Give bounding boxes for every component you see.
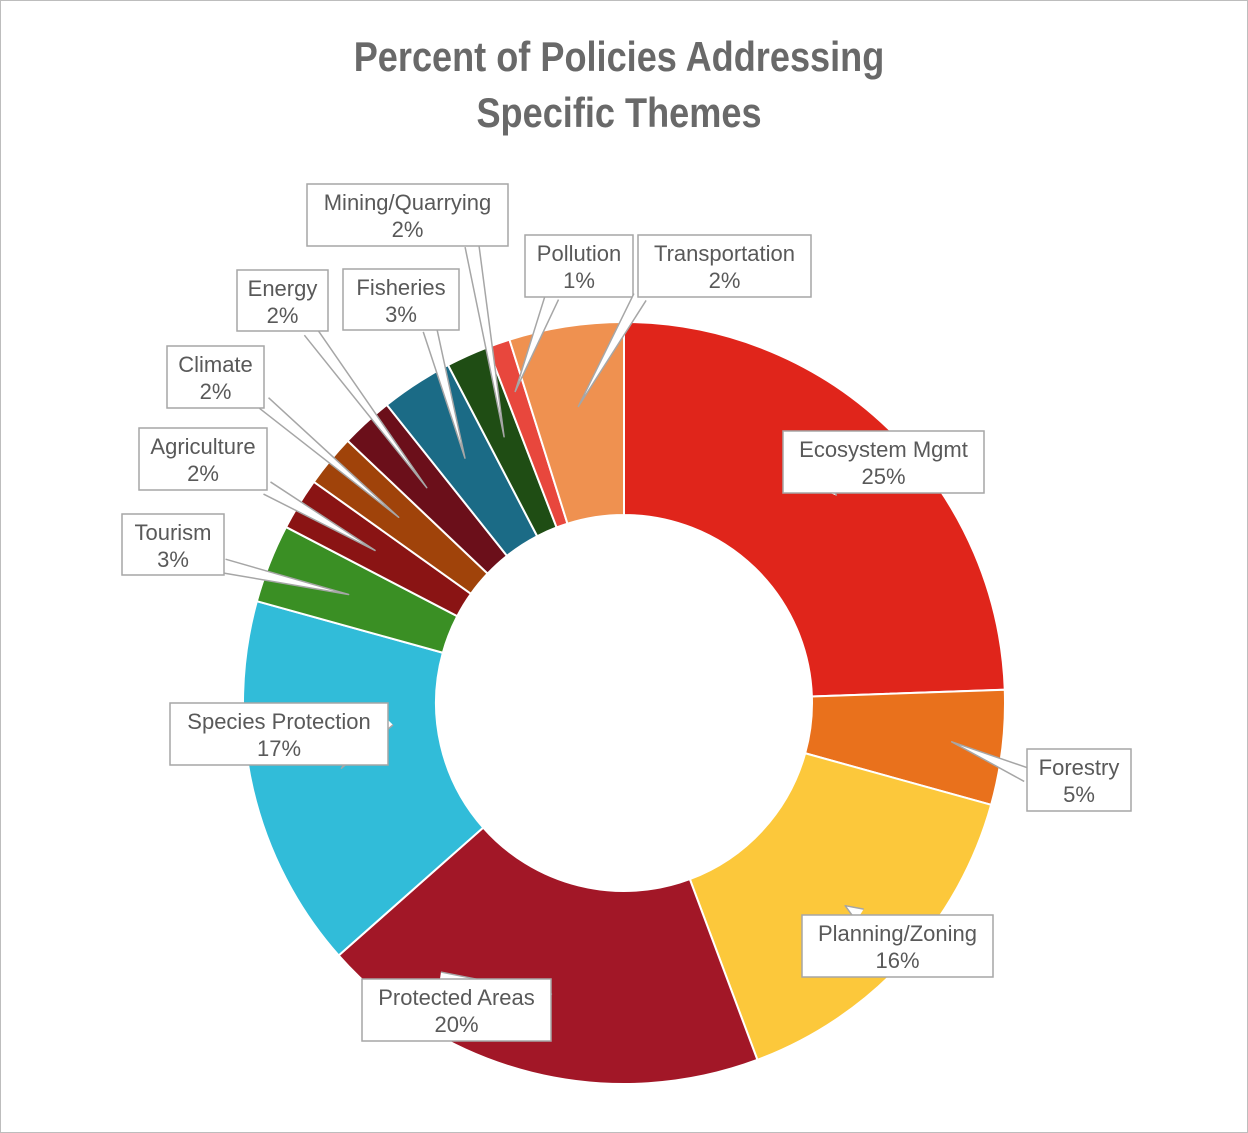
leader-line bbox=[303, 326, 428, 489]
chart-title: Percent of Policies Addressing Specific … bbox=[88, 29, 1151, 141]
callout-box bbox=[166, 345, 265, 409]
slice-percent-label: 25% bbox=[861, 464, 905, 489]
slice-label: Fisheries bbox=[356, 275, 445, 300]
leader-line bbox=[259, 397, 400, 519]
callout-box bbox=[306, 183, 509, 247]
callout-box bbox=[782, 430, 985, 494]
slice-ecosystem-mgmt bbox=[623, 320, 1006, 698]
slice-percent-label: 17% bbox=[257, 736, 301, 761]
slice-percent-label: 2% bbox=[392, 217, 424, 242]
callout-box bbox=[121, 513, 225, 576]
slice-percent-label: 5% bbox=[1063, 782, 1095, 807]
callout-box bbox=[342, 268, 460, 331]
callout-box bbox=[524, 234, 634, 298]
slice-label: Transportation bbox=[654, 241, 795, 266]
slice-label: Climate bbox=[178, 352, 253, 377]
slice-percent-label: 3% bbox=[157, 547, 189, 572]
callout-box bbox=[169, 702, 389, 766]
slice-label: Mining/Quarrying bbox=[324, 190, 492, 215]
callout-box bbox=[637, 234, 812, 298]
leader-line bbox=[222, 558, 350, 596]
leader-line bbox=[577, 293, 647, 408]
slice-percent-label: 1% bbox=[563, 268, 595, 293]
slice-label: Planning/Zoning bbox=[818, 921, 977, 946]
callout-box bbox=[361, 978, 552, 1042]
slice-label: Agriculture bbox=[150, 434, 255, 459]
leader-line bbox=[464, 244, 505, 438]
callout-box bbox=[236, 269, 329, 332]
leader-line bbox=[263, 481, 376, 552]
slice-label: Tourism bbox=[134, 520, 211, 545]
slice-species-protection bbox=[242, 599, 485, 957]
slice-label: Ecosystem Mgmt bbox=[799, 437, 968, 462]
slice-planning-zoning bbox=[688, 752, 993, 1062]
slice-label: Pollution bbox=[537, 241, 621, 266]
slice-percent-label: 20% bbox=[434, 1012, 478, 1037]
leader-line bbox=[514, 294, 560, 393]
chart-title-line-1: Percent of Policies Addressing bbox=[353, 33, 885, 80]
slice-percent-label: 2% bbox=[200, 379, 232, 404]
slice-percent-label: 2% bbox=[187, 461, 219, 486]
slice-label: Protected Areas bbox=[378, 985, 535, 1010]
slice-percent-label: 2% bbox=[267, 303, 299, 328]
slice-percent-label: 3% bbox=[385, 302, 417, 327]
slice-label: Forestry bbox=[1039, 755, 1120, 780]
slice-label: Energy bbox=[248, 276, 318, 301]
callout-box bbox=[138, 427, 268, 491]
slice-label: Species Protection bbox=[187, 709, 370, 734]
leader-line bbox=[950, 741, 1031, 783]
callout-box bbox=[801, 914, 994, 978]
chart-title-line-2: Specific Themes bbox=[476, 89, 762, 136]
slice-percent-label: 2% bbox=[709, 268, 741, 293]
leader-line bbox=[422, 327, 466, 459]
callout-box bbox=[1026, 748, 1132, 812]
slice-percent-label: 16% bbox=[875, 948, 919, 973]
